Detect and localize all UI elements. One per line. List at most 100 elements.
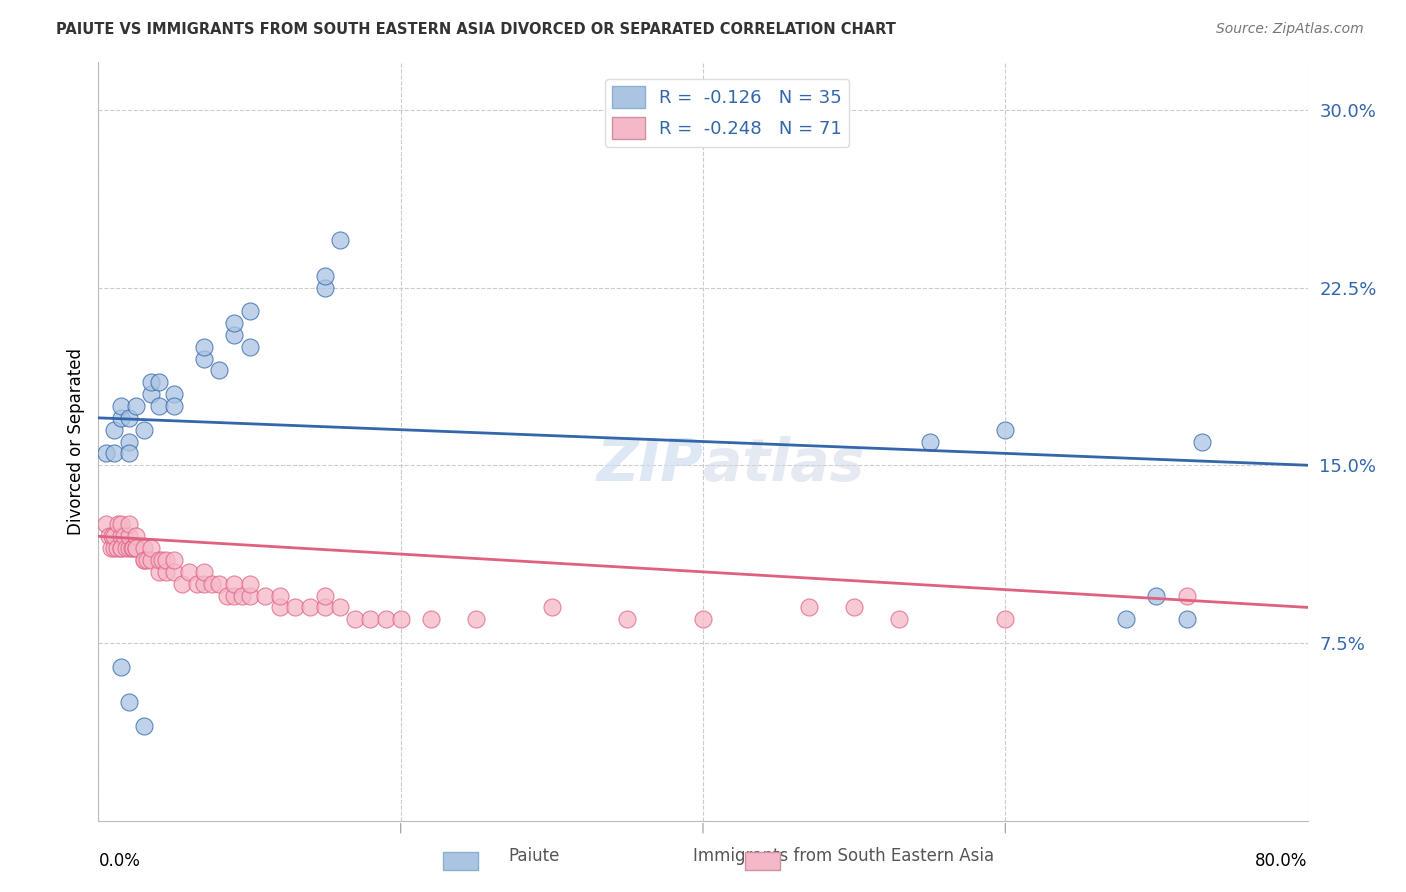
Text: PAIUTE VS IMMIGRANTS FROM SOUTH EASTERN ASIA DIVORCED OR SEPARATED CORRELATION C: PAIUTE VS IMMIGRANTS FROM SOUTH EASTERN … bbox=[56, 22, 896, 37]
Point bbox=[135, 553, 157, 567]
Point bbox=[112, 529, 135, 543]
Point bbox=[360, 612, 382, 626]
Point bbox=[314, 600, 336, 615]
Point bbox=[889, 612, 911, 626]
Point bbox=[616, 612, 638, 626]
Point bbox=[224, 589, 246, 603]
Point bbox=[101, 529, 124, 543]
Point bbox=[186, 576, 208, 591]
Point bbox=[163, 399, 186, 413]
Point bbox=[125, 541, 148, 556]
Point bbox=[141, 541, 163, 556]
Point bbox=[132, 719, 155, 733]
Point bbox=[239, 589, 262, 603]
Text: Paiute: Paiute bbox=[509, 847, 560, 865]
Point bbox=[329, 600, 352, 615]
Text: Immigrants from South Eastern Asia: Immigrants from South Eastern Asia bbox=[693, 847, 994, 865]
Point bbox=[141, 553, 163, 567]
Point bbox=[110, 517, 132, 532]
Point bbox=[110, 541, 132, 556]
Y-axis label: Divorced or Separated: Divorced or Separated bbox=[66, 348, 84, 535]
Point bbox=[141, 376, 163, 390]
Point bbox=[148, 553, 170, 567]
Point bbox=[231, 589, 253, 603]
Point bbox=[224, 327, 246, 342]
Point bbox=[118, 695, 141, 709]
Point bbox=[284, 600, 307, 615]
Point bbox=[118, 529, 141, 543]
Point bbox=[100, 541, 122, 556]
Point bbox=[269, 600, 291, 615]
Point bbox=[103, 423, 125, 437]
Point bbox=[1191, 434, 1213, 449]
Point bbox=[163, 565, 186, 579]
Point bbox=[132, 541, 155, 556]
Text: atlas: atlas bbox=[703, 436, 865, 492]
Point bbox=[110, 410, 132, 425]
Point bbox=[193, 340, 215, 354]
Point bbox=[110, 541, 132, 556]
Point bbox=[179, 565, 201, 579]
Point bbox=[994, 423, 1017, 437]
Point bbox=[125, 541, 148, 556]
Point bbox=[118, 410, 141, 425]
Point bbox=[374, 612, 396, 626]
Point bbox=[132, 553, 155, 567]
Point bbox=[1115, 612, 1137, 626]
Point bbox=[118, 517, 141, 532]
Text: Source: ZipAtlas.com: Source: ZipAtlas.com bbox=[1216, 22, 1364, 37]
Point bbox=[94, 517, 117, 532]
Point bbox=[692, 612, 714, 626]
Point bbox=[314, 589, 336, 603]
Point bbox=[132, 553, 155, 567]
Text: 80.0%: 80.0% bbox=[1256, 852, 1308, 870]
Point bbox=[239, 576, 262, 591]
Point bbox=[148, 399, 170, 413]
Point bbox=[118, 434, 141, 449]
Point bbox=[155, 565, 177, 579]
Point bbox=[299, 600, 322, 615]
Point bbox=[540, 600, 562, 615]
Point bbox=[163, 553, 186, 567]
Point bbox=[224, 576, 246, 591]
Point bbox=[1144, 589, 1167, 603]
Point bbox=[420, 612, 443, 626]
Text: ZIP: ZIP bbox=[596, 436, 703, 492]
Point bbox=[110, 529, 132, 543]
Point bbox=[994, 612, 1017, 626]
Point bbox=[253, 589, 276, 603]
Point bbox=[125, 529, 148, 543]
Point bbox=[155, 553, 177, 567]
Point bbox=[239, 340, 262, 354]
Point bbox=[269, 589, 291, 603]
Point bbox=[201, 576, 224, 591]
Point bbox=[121, 541, 143, 556]
Point bbox=[163, 387, 186, 401]
Point bbox=[103, 529, 125, 543]
Point bbox=[918, 434, 941, 449]
Point bbox=[118, 446, 141, 460]
Point bbox=[239, 304, 262, 318]
Point bbox=[1175, 612, 1198, 626]
Point bbox=[314, 280, 336, 294]
Point bbox=[208, 363, 231, 377]
Point bbox=[208, 576, 231, 591]
Point bbox=[193, 565, 215, 579]
Point bbox=[118, 541, 141, 556]
Point bbox=[344, 612, 367, 626]
Point bbox=[105, 541, 128, 556]
Point bbox=[103, 541, 125, 556]
Legend: R =  -0.126   N = 35, R =  -0.248   N = 71: R = -0.126 N = 35, R = -0.248 N = 71 bbox=[605, 79, 849, 146]
Point bbox=[125, 399, 148, 413]
Point bbox=[114, 541, 136, 556]
Point bbox=[314, 268, 336, 283]
Point bbox=[132, 423, 155, 437]
Point bbox=[193, 576, 215, 591]
Point bbox=[122, 541, 145, 556]
Point bbox=[170, 576, 193, 591]
Point bbox=[389, 612, 412, 626]
Point bbox=[148, 565, 170, 579]
Point bbox=[98, 529, 121, 543]
Point bbox=[148, 376, 170, 390]
Point bbox=[844, 600, 866, 615]
